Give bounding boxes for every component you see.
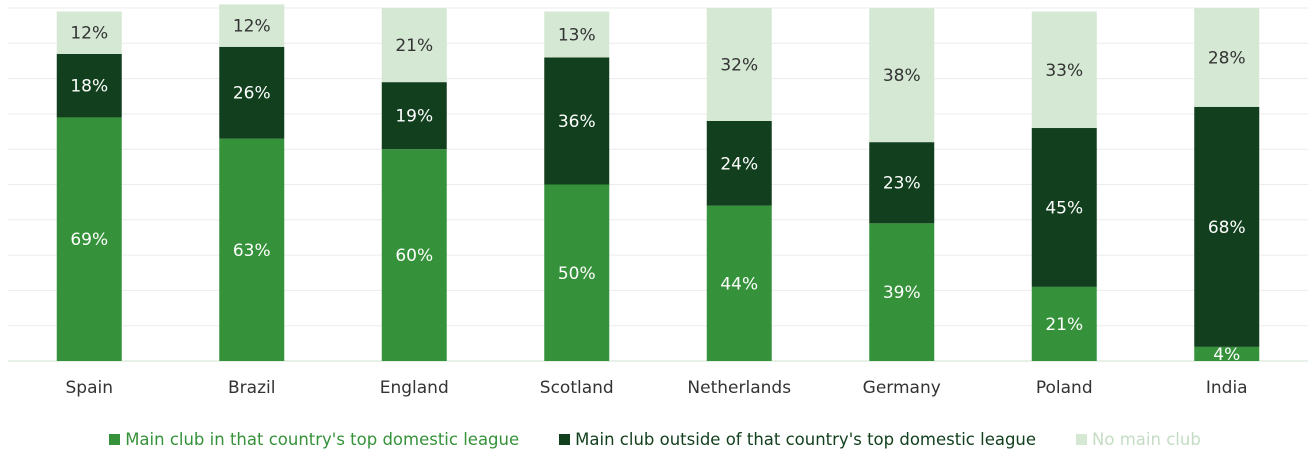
bar-segment — [56, 11, 122, 54]
data-label: 19% — [395, 107, 433, 127]
bar-segment — [869, 8, 935, 143]
bar-segment — [1194, 346, 1260, 361]
bar-segment — [219, 46, 285, 139]
category-label: Brazil — [228, 378, 275, 398]
stacked-bar-chart: 69% 18% 12% Spain 63% 26% 12% Brazil 60% 19% 21% En… — [8, 4, 1308, 398]
legend-swatch — [109, 433, 121, 445]
bar-segment — [381, 149, 447, 361]
category-label: Poland — [1036, 378, 1093, 398]
legend-label: No main club — [1092, 429, 1201, 449]
data-label: 44% — [720, 274, 758, 294]
bar-segment — [56, 53, 122, 118]
category-label: Netherlands — [687, 378, 791, 398]
bar-segment — [381, 8, 447, 83]
category-label: Germany — [863, 378, 941, 398]
bar-segment — [544, 11, 610, 58]
bar-segment — [219, 4, 285, 47]
bar-segment — [544, 184, 610, 361]
category-label: Scotland — [540, 378, 614, 398]
legend-swatch — [1076, 433, 1088, 445]
legend-item-no-main-club: No main club — [1076, 430, 1201, 449]
data-label: 39% — [883, 283, 921, 303]
legend-item-main-club-top-league: Main club in that country's top domestic… — [109, 430, 519, 449]
data-label: 4% — [1213, 345, 1240, 365]
data-label: 13% — [558, 25, 596, 45]
bar-segment — [706, 120, 772, 206]
data-label: 68% — [1208, 218, 1246, 238]
data-label: 33% — [1045, 61, 1083, 81]
data-label: 69% — [70, 230, 108, 250]
bar-segment — [219, 138, 285, 361]
data-label: 21% — [395, 36, 433, 56]
data-label: 18% — [70, 77, 108, 97]
bar-segment — [1031, 286, 1097, 361]
legend: Main club in that country's top domestic… — [0, 426, 1310, 452]
category-label: India — [1206, 378, 1248, 398]
data-label: 12% — [70, 24, 108, 44]
bar-segment — [869, 223, 935, 361]
legend-label: Main club in that country's top domestic… — [125, 429, 520, 449]
bar-segment — [381, 82, 447, 150]
data-label: 36% — [558, 112, 596, 132]
data-label: 28% — [1208, 48, 1246, 68]
data-label: 21% — [1045, 315, 1083, 335]
bar-segment — [1194, 8, 1260, 107]
data-label: 38% — [883, 66, 921, 86]
bar-segment — [1194, 106, 1260, 347]
bar-segment — [869, 142, 935, 224]
data-label: 12% — [233, 17, 271, 37]
data-label: 45% — [1045, 198, 1083, 218]
category-label: Spain — [66, 378, 114, 398]
data-label: 63% — [233, 241, 271, 261]
data-label: 60% — [395, 246, 433, 266]
data-label: 23% — [883, 174, 921, 194]
bar-segment — [56, 117, 122, 362]
data-label: 32% — [720, 55, 758, 75]
data-label: 26% — [233, 84, 271, 104]
bar-segment — [1031, 128, 1097, 287]
bar-segment — [706, 205, 772, 361]
bar-segment — [544, 57, 610, 185]
legend-swatch — [559, 433, 571, 445]
bar-segment — [706, 8, 772, 121]
data-label: 24% — [720, 154, 758, 174]
legend-item-main-club-outside-top-league: Main club outside of that country's top … — [559, 430, 1036, 449]
category-label: England — [380, 378, 449, 398]
legend-label: Main club outside of that country's top … — [575, 429, 1037, 449]
data-label: 50% — [558, 264, 596, 284]
bar-segment — [1031, 11, 1097, 129]
